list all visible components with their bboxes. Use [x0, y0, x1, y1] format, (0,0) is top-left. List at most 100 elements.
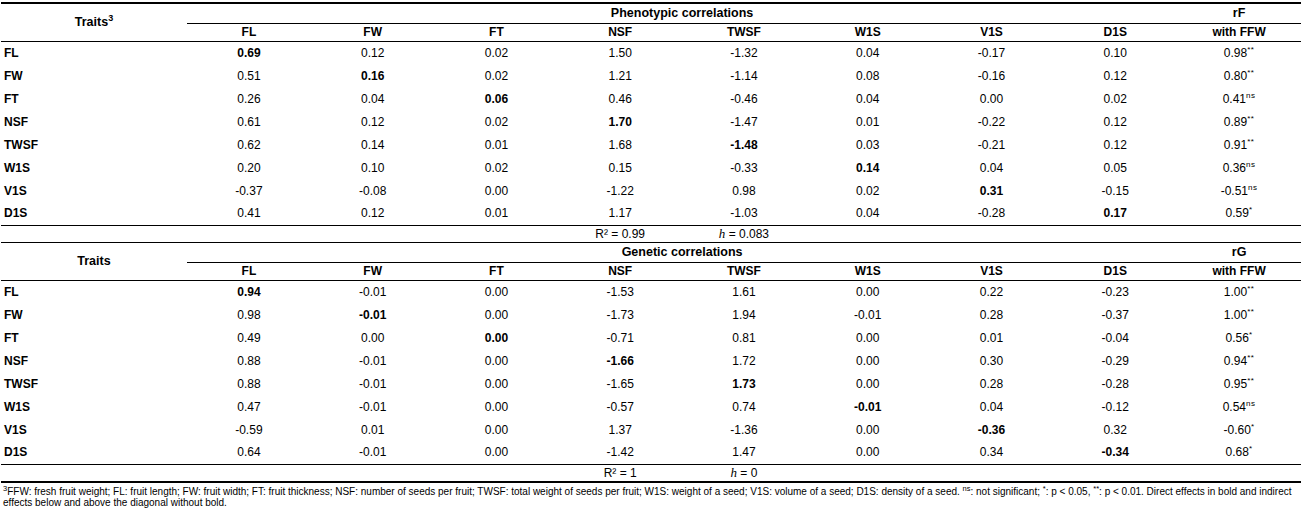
phenotypic-header: Traits3 Phenotypic correlations rF FL FW… [1, 3, 1301, 41]
col-header-d1s: D1S [1053, 262, 1177, 280]
traits-label: Traits [75, 15, 108, 29]
col-header-with-ffw: with FFW [1177, 23, 1301, 41]
footnote-superscript: 3 [3, 483, 7, 492]
corr-cell-D1S-FW: -0.01 [311, 441, 435, 464]
row-trait-label: NSF [1, 110, 187, 133]
corr-cell-D1S-FL: 0.64 [187, 441, 311, 464]
corr-cell-FT-D1S: 0.02 [1053, 87, 1177, 110]
corr-cell-V1S-FL: -0.59 [187, 418, 311, 441]
table-row: TWSF0.620.140.011.68-1.480.03-0.210.120.… [1, 133, 1301, 156]
h-value: h = 0 [682, 464, 806, 482]
corr-cell-FT-FT: 0.06 [435, 87, 559, 110]
corr-cell-FT-NSF: -0.71 [558, 326, 682, 349]
corr-cell-FW-W1S: -0.01 [806, 303, 930, 326]
corr-cell-TWSF-D1S: 0.12 [1053, 133, 1177, 156]
genetic-correlations-spanner: Genetic correlations [187, 242, 1177, 262]
corr-cell-NSF-D1S: 0.12 [1053, 110, 1177, 133]
col-header-w1s: W1S [806, 23, 930, 41]
corr-cell-V1S-FW: -0.08 [311, 179, 435, 202]
corr-cell-W1S-W1S: -0.01 [806, 395, 930, 418]
corr-cell-FT-TWSF: 0.81 [682, 326, 806, 349]
row-trait-label: FL [1, 280, 187, 303]
stats-spacer [1, 464, 558, 482]
corr-cell-D1S-FT: 0.01 [435, 202, 559, 225]
corr-cell-V1S-FT: 0.00 [435, 418, 559, 441]
corr-cell-NSF-V1S: -0.22 [930, 110, 1054, 133]
corr-cell-V1S-TWSF: 0.98 [682, 179, 806, 202]
corr-cell-W1S-FL: 0.20 [187, 156, 311, 179]
r-with-ffw-cell: 0.56* [1177, 326, 1301, 349]
col-header-fl: FL [187, 23, 311, 41]
corr-cell-D1S-W1S: 0.00 [806, 441, 930, 464]
r-with-ffw-cell: 0.54ns [1177, 395, 1301, 418]
corr-cell-D1S-D1S: 0.17 [1053, 202, 1177, 225]
genetic-columns-row: FL FW FT NSF TWSF W1S V1S D1S with FFW [1, 262, 1301, 280]
corr-cell-FT-FW: 0.04 [311, 87, 435, 110]
corr-cell-W1S-NSF: -0.57 [558, 395, 682, 418]
table-row: V1S-0.590.010.001.37-1.360.00-0.360.32-0… [1, 418, 1301, 441]
table-row: NSF0.610.120.021.70-1.470.01-0.220.120.8… [1, 110, 1301, 133]
corr-cell-FW-FL: 0.98 [187, 303, 311, 326]
corr-cell-FL-NSF: 1.50 [558, 41, 682, 64]
corr-cell-FT-FL: 0.26 [187, 87, 311, 110]
corr-cell-W1S-FT: 0.00 [435, 395, 559, 418]
corr-cell-V1S-V1S: -0.36 [930, 418, 1054, 441]
corr-cell-NSF-W1S: 0.00 [806, 349, 930, 372]
corr-cell-NSF-D1S: -0.29 [1053, 349, 1177, 372]
row-trait-label: D1S [1, 441, 187, 464]
traits-label: Traits [77, 254, 110, 268]
col-header-fl: FL [187, 262, 311, 280]
phenotypic-body: FL0.690.120.021.50-1.320.04-0.170.100.98… [1, 41, 1301, 225]
footnote-superscript: ** [1093, 483, 1099, 492]
corr-cell-V1S-FW: 0.01 [311, 418, 435, 441]
footnote-superscript: ns [963, 483, 971, 492]
r-with-ffw-cell: 0.59* [1177, 202, 1301, 225]
significance-marker: ns [1246, 399, 1255, 408]
corr-cell-NSF-FT: 0.00 [435, 349, 559, 372]
col-header-fw: FW [311, 23, 435, 41]
corr-cell-TWSF-FW: 0.14 [311, 133, 435, 156]
corr-cell-FL-FW: -0.01 [311, 280, 435, 303]
corr-cell-FW-V1S: 0.28 [930, 303, 1054, 326]
r-with-ffw-cell: 0.80** [1177, 64, 1301, 87]
genetic-stats: R² = 1 h = 0 [1, 464, 1301, 482]
corr-cell-TWSF-V1S: 0.28 [930, 372, 1054, 395]
corr-cell-D1S-V1S: 0.34 [930, 441, 1054, 464]
row-trait-label: NSF [1, 349, 187, 372]
corr-cell-D1S-TWSF: -1.03 [682, 202, 806, 225]
genetic-header: Traits Genetic correlations rG FL FW FT … [1, 242, 1301, 280]
r-with-ffw-cell: -0.60* [1177, 418, 1301, 441]
corr-cell-FT-TWSF: -0.46 [682, 87, 806, 110]
corr-cell-TWSF-V1S: -0.21 [930, 133, 1054, 156]
row-trait-label: FW [1, 303, 187, 326]
corr-cell-FL-D1S: -0.23 [1053, 280, 1177, 303]
r-with-ffw-cell: 1.00** [1177, 303, 1301, 326]
col-header-nsf: NSF [558, 23, 682, 41]
table-row: FW0.98-0.010.00-1.731.94-0.010.28-0.371.… [1, 303, 1301, 326]
corr-cell-V1S-FL: -0.37 [187, 179, 311, 202]
corr-cell-FL-FL: 0.94 [187, 280, 311, 303]
corr-cell-W1S-FL: 0.47 [187, 395, 311, 418]
corr-cell-W1S-FW: 0.10 [311, 156, 435, 179]
row-trait-label: FT [1, 326, 187, 349]
corr-cell-TWSF-FT: 0.00 [435, 372, 559, 395]
corr-cell-W1S-TWSF: -0.33 [682, 156, 806, 179]
col-header-v1s: V1S [930, 23, 1054, 41]
corr-cell-V1S-NSF: 1.37 [558, 418, 682, 441]
corr-cell-NSF-TWSF: -1.47 [682, 110, 806, 133]
row-trait-label: TWSF [1, 372, 187, 395]
corr-cell-FW-TWSF: -1.14 [682, 64, 806, 87]
corr-cell-TWSF-FL: 0.88 [187, 372, 311, 395]
r-squared-value: R² = 1 [558, 464, 682, 482]
corr-cell-W1S-FW: -0.01 [311, 395, 435, 418]
traits-header-phenotypic: Traits3 [1, 3, 187, 41]
col-header-twsf: TWSF [682, 23, 806, 41]
corr-cell-NSF-FW: 0.12 [311, 110, 435, 133]
corr-cell-W1S-TWSF: 0.74 [682, 395, 806, 418]
corr-cell-TWSF-FW: -0.01 [311, 372, 435, 395]
corr-cell-FW-NSF: -1.73 [558, 303, 682, 326]
stats-spacer [806, 225, 1301, 242]
corr-cell-TWSF-NSF: -1.65 [558, 372, 682, 395]
corr-cell-FL-NSF: -1.53 [558, 280, 682, 303]
col-header-d1s: D1S [1053, 23, 1177, 41]
